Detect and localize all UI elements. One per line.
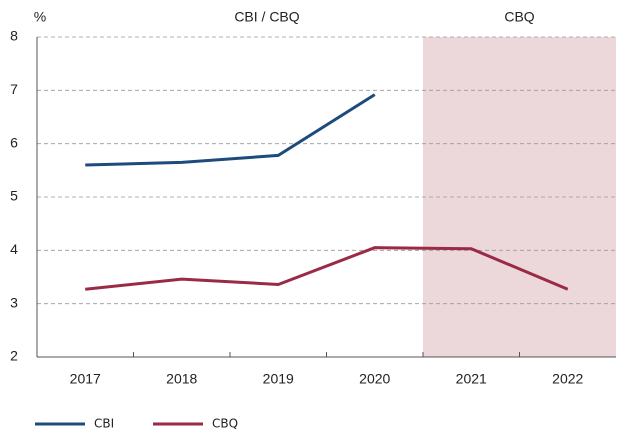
y-tick-label: 6	[10, 134, 18, 150]
x-tick-label: 2021	[456, 371, 487, 387]
y-tick-label: 4	[10, 241, 18, 257]
series-line	[85, 246, 569, 291]
x-tick-label: 2020	[359, 371, 390, 387]
y-tick-label: 3	[10, 294, 18, 310]
y-tick-label: 5	[10, 188, 18, 204]
x-tick-label: 2019	[263, 371, 294, 387]
series-line	[85, 93, 376, 167]
y-tick-label: 7	[10, 81, 18, 97]
x-tick-label: 2022	[552, 371, 583, 387]
legend-text: CBQ	[212, 417, 238, 431]
x-tick-label: 2018	[166, 371, 197, 387]
annotation: CBI / CBQ	[234, 9, 299, 25]
y-tick-label: 8	[10, 28, 18, 44]
y-unit-label: %	[34, 9, 46, 25]
y-tick-label: 2	[10, 348, 18, 364]
x-tick-label: 2017	[70, 371, 101, 387]
annotation: CBQ	[504, 9, 534, 25]
legend-text: CBI	[94, 417, 114, 431]
